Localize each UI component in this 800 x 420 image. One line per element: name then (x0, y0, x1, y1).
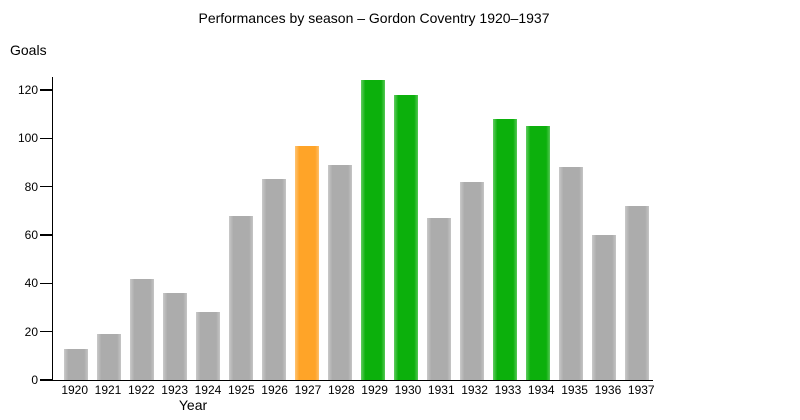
x-tick-label-1920: 1920 (61, 383, 89, 397)
x-axis-title: Year (178, 397, 208, 413)
bar-slot-1926 (257, 77, 290, 380)
bar-1920 (63, 348, 88, 380)
bar-1933 (492, 119, 517, 380)
bar-slot-1930 (389, 77, 422, 380)
bar-slot-1934 (521, 77, 554, 380)
y-tick-mark (40, 330, 52, 333)
bar-1926 (261, 179, 286, 380)
y-tick-mark (40, 282, 52, 285)
bar-1924 (195, 312, 220, 380)
bar-1928 (327, 164, 352, 380)
x-axis-tick-labels: 1920 1921 1922 1923 1924 1925 1926 1927 1928 1929… (52, 384, 658, 396)
x-tick-label-1930: 1930 (394, 383, 422, 397)
y-tick-mark (40, 89, 52, 91)
x-tick-label-1926: 1926 (261, 383, 288, 397)
x-tick-label-1933: 1933 (494, 383, 522, 397)
y-tick-label: 80 (24, 179, 38, 194)
x-tick-label-1927: 1927 (294, 383, 322, 397)
y-tick-label: 20 (24, 324, 38, 339)
x-tick-label-1931: 1931 (427, 383, 455, 397)
bar-slot-1929 (356, 77, 389, 380)
y-tick-label: 100 (17, 131, 38, 146)
bar-1927 (294, 145, 319, 380)
bars-row (53, 77, 653, 380)
bar-1935 (558, 167, 583, 380)
plot-area: 0 20 40 60 80 100 120 (18, 77, 653, 386)
bar-slot-1935 (554, 77, 587, 380)
x-tick-label-1934: 1934 (527, 383, 555, 397)
bar-slot-1923 (158, 77, 191, 380)
bar-slot-1920 (59, 77, 92, 380)
x-tick-label-1921: 1921 (94, 383, 122, 397)
bar-1923 (162, 293, 187, 380)
x-tick-label-1922: 1922 (127, 383, 155, 397)
bar-1921 (96, 334, 121, 380)
y-tick-label: 0 (31, 373, 38, 387)
y-tick-label: 40 (24, 276, 38, 291)
bar-slot-1922 (125, 77, 158, 380)
x-tick-label-1932: 1932 (461, 383, 488, 397)
bar-slot-1932 (455, 77, 488, 380)
bar-1934 (525, 126, 550, 380)
bar-1930 (393, 94, 418, 380)
y-tick-mark (40, 137, 52, 140)
bar-slot-1931 (422, 77, 455, 380)
bar-slot-1933 (488, 77, 521, 380)
x-tick-label-1937: 1937 (627, 383, 655, 397)
x-tick-label-1925: 1925 (227, 383, 255, 397)
bar-slot-1928 (323, 77, 356, 380)
x-tick-label-1936: 1936 (594, 383, 622, 397)
y-tick-mark (40, 379, 52, 381)
bar-1932 (459, 181, 484, 380)
bar-1931 (426, 218, 451, 380)
y-tick-label: 120 (17, 83, 38, 97)
bar-1936 (591, 235, 616, 380)
chart-title: Performances by season – Gordon Coventry… (198, 10, 550, 26)
x-tick-label-1935: 1935 (561, 383, 588, 397)
y-tick-label: 60 (24, 228, 38, 242)
x-tick-label-1923: 1923 (161, 383, 188, 397)
bar-1922 (129, 278, 154, 380)
bar-1925 (228, 215, 253, 380)
bar-slot-1924 (191, 77, 224, 380)
y-axis-title: Goals (10, 42, 47, 58)
bar-slot-1927 (290, 77, 323, 380)
bar-slot-1925 (224, 77, 257, 380)
x-tick-label-1929: 1929 (361, 383, 388, 397)
y-tick-mark (40, 185, 52, 188)
x-tick-label-1924: 1924 (194, 383, 222, 397)
bar-slot-1921 (92, 77, 125, 380)
y-tick-mark (40, 234, 52, 236)
x-tick-label-1928: 1928 (327, 383, 355, 397)
bar-slot-1937 (620, 77, 653, 380)
bar-1929 (360, 80, 385, 380)
bar-1937 (624, 206, 649, 380)
bar-slot-1936 (587, 77, 620, 380)
